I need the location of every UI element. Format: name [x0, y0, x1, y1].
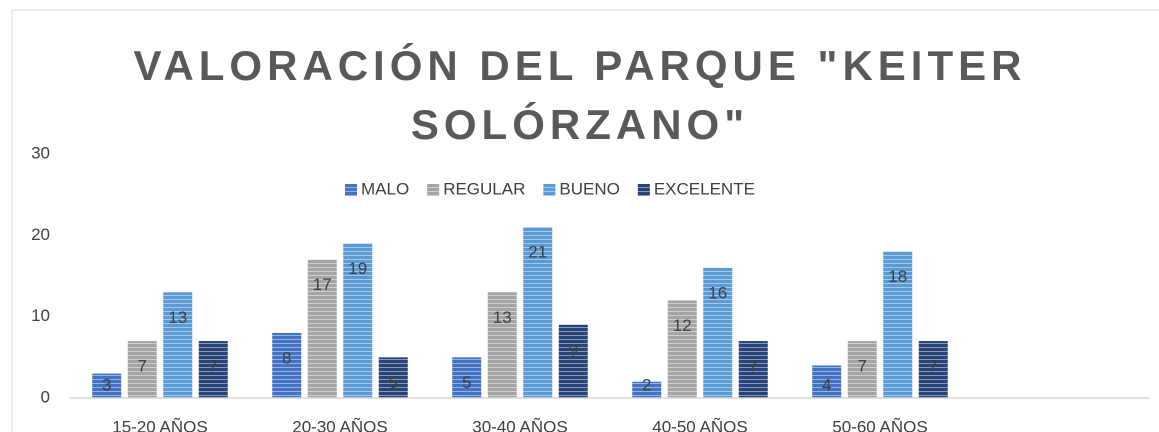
- data-label: 16: [708, 283, 727, 302]
- data-label: 19: [348, 259, 367, 278]
- bar: [812, 365, 842, 398]
- bar: [523, 227, 553, 398]
- x-tick-label: 50-60 AÑOS: [832, 417, 927, 432]
- bar: [558, 324, 588, 398]
- legend-label: BUENO: [559, 179, 619, 198]
- data-label: 8: [282, 348, 291, 367]
- bar: [452, 357, 482, 398]
- data-label: 3: [102, 375, 111, 394]
- data-label: 2: [642, 375, 651, 394]
- data-label: 17: [313, 275, 332, 294]
- bar: [307, 259, 337, 398]
- y-tick-label: 0: [41, 387, 50, 406]
- x-tick-label: 40-50 AÑOS: [652, 417, 747, 432]
- data-label: 5: [462, 373, 471, 392]
- legend-label: MALO: [361, 179, 409, 198]
- x-tick-label: 15-20 AÑOS: [112, 417, 207, 432]
- data-label: 13: [493, 308, 512, 327]
- bar: [703, 267, 733, 398]
- bar: [738, 341, 768, 398]
- data-label: 7: [749, 357, 758, 376]
- x-tick-label: 30-40 AÑOS: [472, 417, 567, 432]
- legend-swatch: [345, 184, 357, 196]
- y-tick-label: 20: [31, 225, 50, 244]
- bar: [918, 341, 948, 398]
- data-label: 7: [138, 357, 147, 376]
- bar: [198, 341, 228, 398]
- legend-label: EXCELENTE: [654, 179, 755, 198]
- bar: [847, 341, 877, 398]
- legend-swatch: [637, 184, 650, 196]
- data-label: 21: [528, 243, 547, 262]
- data-label: 7: [929, 357, 938, 376]
- data-label: 5: [389, 373, 398, 392]
- legend-label: REGULAR: [443, 179, 525, 198]
- bar: [343, 243, 373, 398]
- y-tick-label: 10: [31, 306, 50, 325]
- bar: [883, 251, 913, 398]
- data-label: 9: [569, 340, 578, 359]
- bar: [163, 292, 193, 398]
- bar: [378, 357, 408, 398]
- data-label: 18: [888, 267, 907, 286]
- legend-swatch: [427, 184, 440, 196]
- bar: [487, 292, 517, 398]
- data-label: 12: [673, 316, 692, 335]
- bar: [272, 332, 302, 398]
- data-label: 13: [168, 308, 187, 327]
- bar: [632, 381, 662, 398]
- y-tick-label: 30: [31, 143, 50, 162]
- data-label: 4: [822, 375, 831, 394]
- bar: [92, 373, 122, 398]
- data-label: 7: [858, 357, 867, 376]
- chart-frame: [11, 9, 1159, 432]
- chart-title: VALORACIÓN DEL PARQUE "KEITER SOLÓRZANO": [133, 42, 1027, 148]
- data-label: 7: [209, 357, 218, 376]
- x-tick-label: 20-30 AÑOS: [292, 417, 387, 432]
- bar: [667, 300, 697, 398]
- bar: [127, 341, 157, 398]
- legend-swatch: [543, 184, 556, 196]
